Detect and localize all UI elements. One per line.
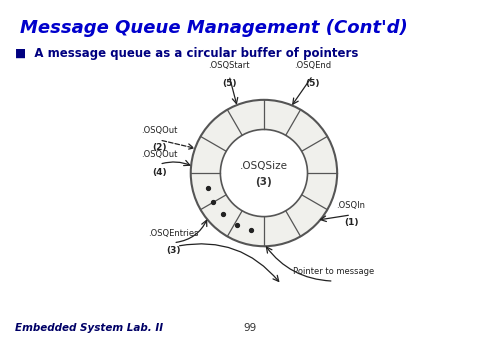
- Text: .OSQOut: .OSQOut: [141, 150, 178, 159]
- Text: Pointer to message: Pointer to message: [293, 267, 374, 276]
- Text: .OSQStart: .OSQStart: [208, 61, 250, 70]
- Text: Message Queue Management (Cont'd): Message Queue Management (Cont'd): [20, 19, 408, 37]
- Text: (2): (2): [152, 143, 166, 152]
- Text: .OSQIn: .OSQIn: [336, 201, 366, 210]
- Text: ■  A message queue as a circular buffer of pointers: ■ A message queue as a circular buffer o…: [15, 47, 358, 60]
- Text: (5): (5): [222, 79, 236, 88]
- Text: .OSQOut: .OSQOut: [141, 126, 178, 135]
- Text: .OSQEnd: .OSQEnd: [294, 61, 332, 70]
- Text: (5): (5): [306, 79, 320, 88]
- Text: Embedded System Lab. II: Embedded System Lab. II: [15, 323, 163, 333]
- Text: (3): (3): [166, 246, 180, 255]
- Text: (1): (1): [344, 219, 358, 227]
- Circle shape: [220, 130, 308, 217]
- Text: 99: 99: [244, 323, 256, 333]
- Text: .OSQSize: .OSQSize: [240, 161, 288, 171]
- Text: (4): (4): [152, 168, 166, 177]
- Circle shape: [190, 100, 337, 246]
- Text: (3): (3): [256, 177, 272, 187]
- Text: .OSQEntries: .OSQEntries: [148, 228, 198, 238]
